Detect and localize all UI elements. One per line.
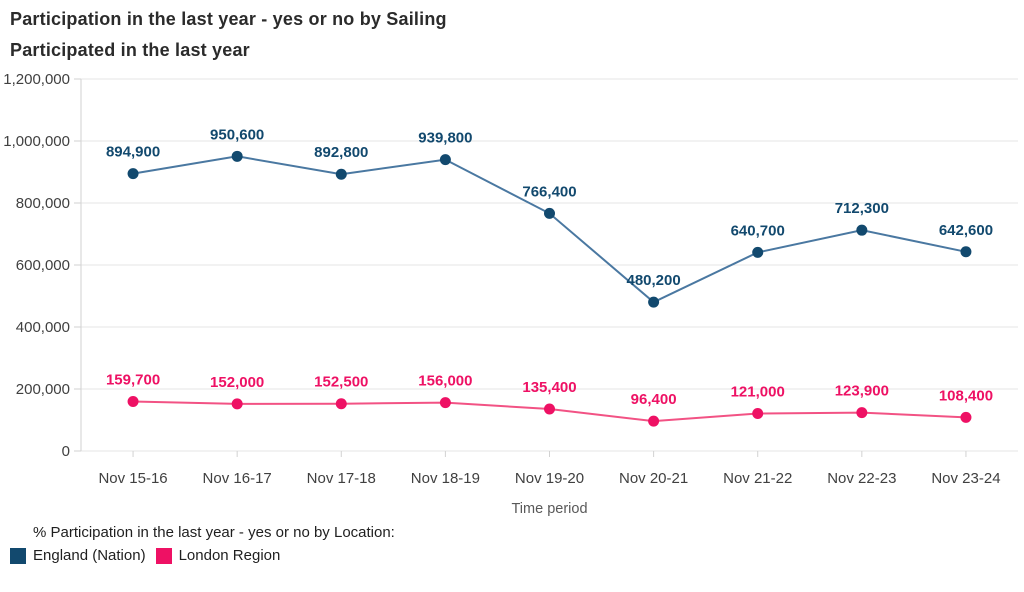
data-label: 640,700	[731, 222, 785, 239]
x-tick-label: Nov 15-16	[98, 470, 167, 487]
series-line-england-nation-	[132, 155, 967, 304]
y-tick-label: 1,000,000	[3, 133, 70, 150]
legend: % Participation in the last year - yes o…	[10, 524, 395, 564]
data-point	[127, 395, 139, 407]
chart-header: Participation in the last year - yes or …	[10, 4, 447, 66]
data-label: 159,700	[106, 371, 160, 388]
y-tick-label: 800,000	[16, 195, 70, 212]
data-point	[648, 415, 660, 427]
data-label: 939,800	[418, 130, 472, 147]
data-point	[960, 411, 972, 423]
x-tick-label: Nov 19-20	[515, 470, 584, 487]
data-label: 480,200	[626, 272, 680, 289]
data-label: 96,400	[631, 391, 677, 408]
x-axis-title: Time period	[511, 501, 587, 517]
data-label: 152,000	[210, 374, 264, 391]
data-point	[439, 397, 451, 409]
data-point	[960, 246, 972, 258]
data-point	[752, 407, 764, 419]
y-tick-label: 400,000	[16, 319, 70, 336]
data-point	[439, 154, 451, 166]
data-label: 135,400	[522, 379, 576, 396]
chart-title: Participation in the last year - yes or …	[10, 9, 447, 29]
y-tick-label: 1,200,000	[3, 71, 70, 88]
x-tick-label: Nov 23-24	[931, 470, 1000, 487]
line-chart: 0 200,000 400,000 600,000 800,000 1,000,000 1,…	[3, 71, 1018, 517]
data-label: 152,500	[314, 374, 368, 391]
chart-subtitle: Participated in the last year	[10, 40, 250, 60]
data-label: 108,400	[939, 387, 993, 404]
data-point	[127, 168, 139, 180]
data-point	[231, 398, 243, 410]
x-tick-label: Nov 17-18	[307, 470, 376, 487]
y-tick-label: 200,000	[16, 381, 70, 398]
data-label: 894,900	[106, 144, 160, 161]
x-tick-label: Nov 16-17	[203, 470, 272, 487]
x-tick-label: Nov 18-19	[411, 470, 480, 487]
legend-swatch	[155, 547, 172, 564]
data-label: 123,900	[835, 383, 889, 400]
data-label: 892,800	[314, 144, 368, 161]
legend-label: England (Nation)	[33, 547, 146, 564]
x-tick-label: Nov 21-22	[723, 470, 792, 487]
legend-label: London Region	[178, 547, 281, 564]
legend-items: England (Nation) London Region	[10, 547, 395, 564]
data-point	[856, 407, 868, 419]
data-label: 950,600	[210, 126, 264, 143]
data-label: 766,400	[522, 183, 576, 200]
legend-item-london-region[interactable]: London Region	[155, 547, 281, 564]
data-point	[231, 150, 243, 162]
x-tick-label: Nov 20-21	[619, 470, 688, 487]
data-point	[335, 168, 347, 180]
y-tick-label: 600,000	[16, 257, 70, 274]
legend-swatch	[10, 547, 26, 564]
data-point	[856, 224, 868, 236]
data-point	[648, 296, 660, 308]
x-tick-label: Nov 22-23	[827, 470, 896, 487]
data-point	[544, 207, 555, 219]
data-label: 121,000	[731, 383, 785, 400]
data-point	[752, 246, 764, 258]
y-tick-label: 0	[62, 443, 70, 460]
data-point	[544, 403, 555, 415]
legend-title: % Participation in the last year - yes o…	[33, 524, 395, 541]
data-label: 712,300	[835, 200, 889, 217]
data-label: 156,000	[418, 373, 472, 390]
data-point	[335, 398, 347, 410]
data-label: 642,600	[939, 222, 993, 239]
legend-item-england-nation-[interactable]: England (Nation)	[10, 547, 146, 564]
